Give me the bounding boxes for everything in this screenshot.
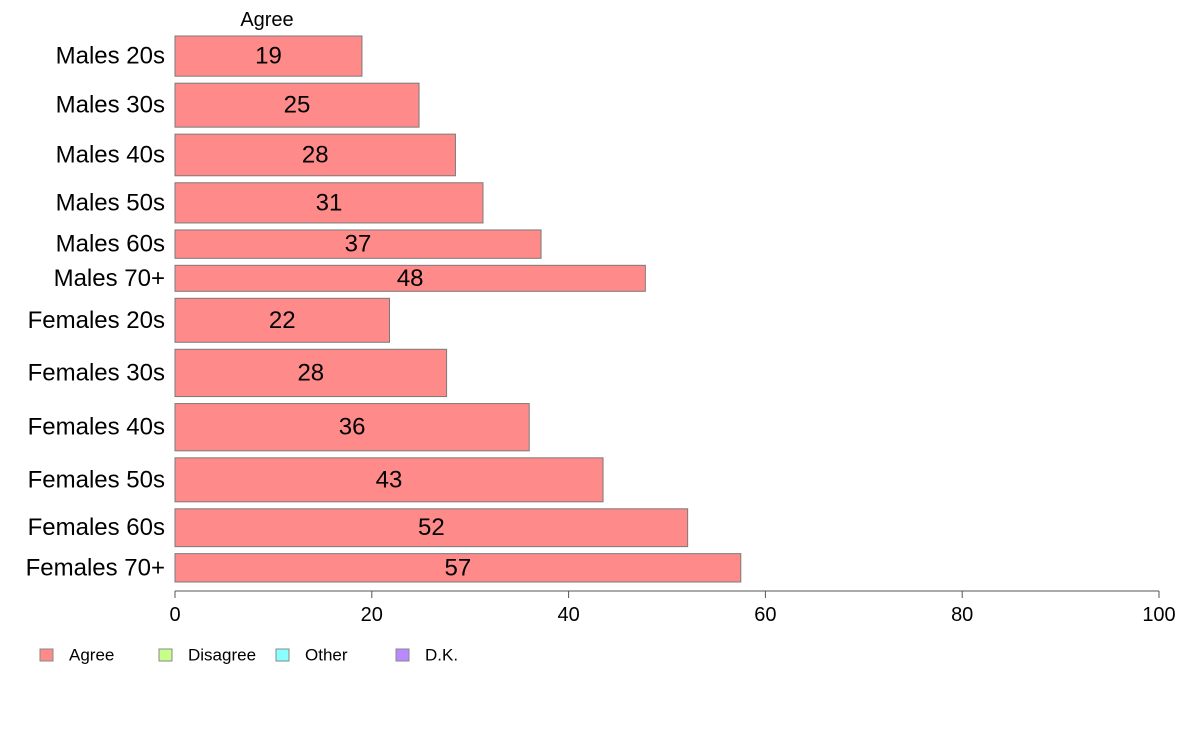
x-tick-label: 40 (557, 604, 579, 626)
legend-swatch (158, 648, 173, 662)
panel-title: Agree (240, 9, 293, 31)
legend-swatch (395, 648, 410, 662)
bar-females-30s-agree (174, 348, 448, 398)
category-label: Males 50s (56, 189, 165, 216)
x-tick-label: 20 (361, 604, 383, 626)
category-label: Males 40s (56, 141, 165, 168)
bar-males-60s-agree (174, 229, 542, 259)
value-label: 28 (302, 141, 329, 168)
x-tick-label: 80 (951, 604, 973, 626)
x-tick-label: 60 (754, 604, 776, 626)
legend-swatch (275, 648, 290, 662)
category-labels: Males 20s Males 30s Males 40s Males 50s Male… (26, 43, 165, 582)
category-label: Females 40s (28, 414, 165, 441)
value-label: 48 (397, 265, 424, 292)
legend-label: Disagree (188, 646, 256, 665)
value-label: 31 (316, 189, 343, 216)
bar-males-30s-agree (174, 82, 420, 128)
x-axis: 0 20 40 60 80 100 (169, 590, 1176, 626)
value-label: 57 (445, 554, 472, 581)
legend: Agree Disagree Other D.K. (39, 646, 458, 665)
category-label: Males 30s (56, 92, 165, 119)
bar-females-50s-agree (174, 457, 604, 503)
value-label: 28 (297, 359, 324, 386)
category-label: Males 70+ (54, 265, 165, 292)
value-label: 37 (345, 231, 372, 258)
value-label: 36 (339, 414, 366, 441)
value-label: 19 (255, 43, 282, 70)
category-label: Females 30s (28, 359, 165, 386)
bar-females-20s-agree (174, 297, 391, 343)
legend-label: Agree (69, 646, 114, 665)
bar-females-60s-agree (174, 508, 689, 548)
category-label: Males 20s (56, 43, 165, 70)
bar-females-40s-agree (174, 403, 530, 452)
bar-females-70--agree (174, 553, 742, 583)
value-label: 25 (284, 92, 311, 119)
value-label: 43 (376, 466, 403, 493)
legend-label: D.K. (425, 646, 458, 665)
category-label: Females 70+ (26, 554, 165, 581)
value-label: 52 (418, 514, 445, 541)
bar-males-20s-agree (174, 35, 363, 77)
bar-males-50s-agree (174, 182, 484, 224)
legend-swatch (39, 648, 54, 662)
category-label: Females 20s (28, 307, 165, 334)
bars-group (174, 35, 742, 583)
category-label: Males 60s (56, 231, 165, 258)
category-label: Females 50s (28, 466, 165, 493)
bar-males-40s-agree (174, 133, 456, 177)
category-label: Females 60s (28, 514, 165, 541)
value-label: 22 (269, 307, 296, 334)
legend-label: Other (305, 646, 348, 665)
x-tick-label: 0 (169, 604, 180, 626)
x-tick-label: 100 (1142, 604, 1175, 626)
bar-males-70--agree (174, 264, 646, 292)
